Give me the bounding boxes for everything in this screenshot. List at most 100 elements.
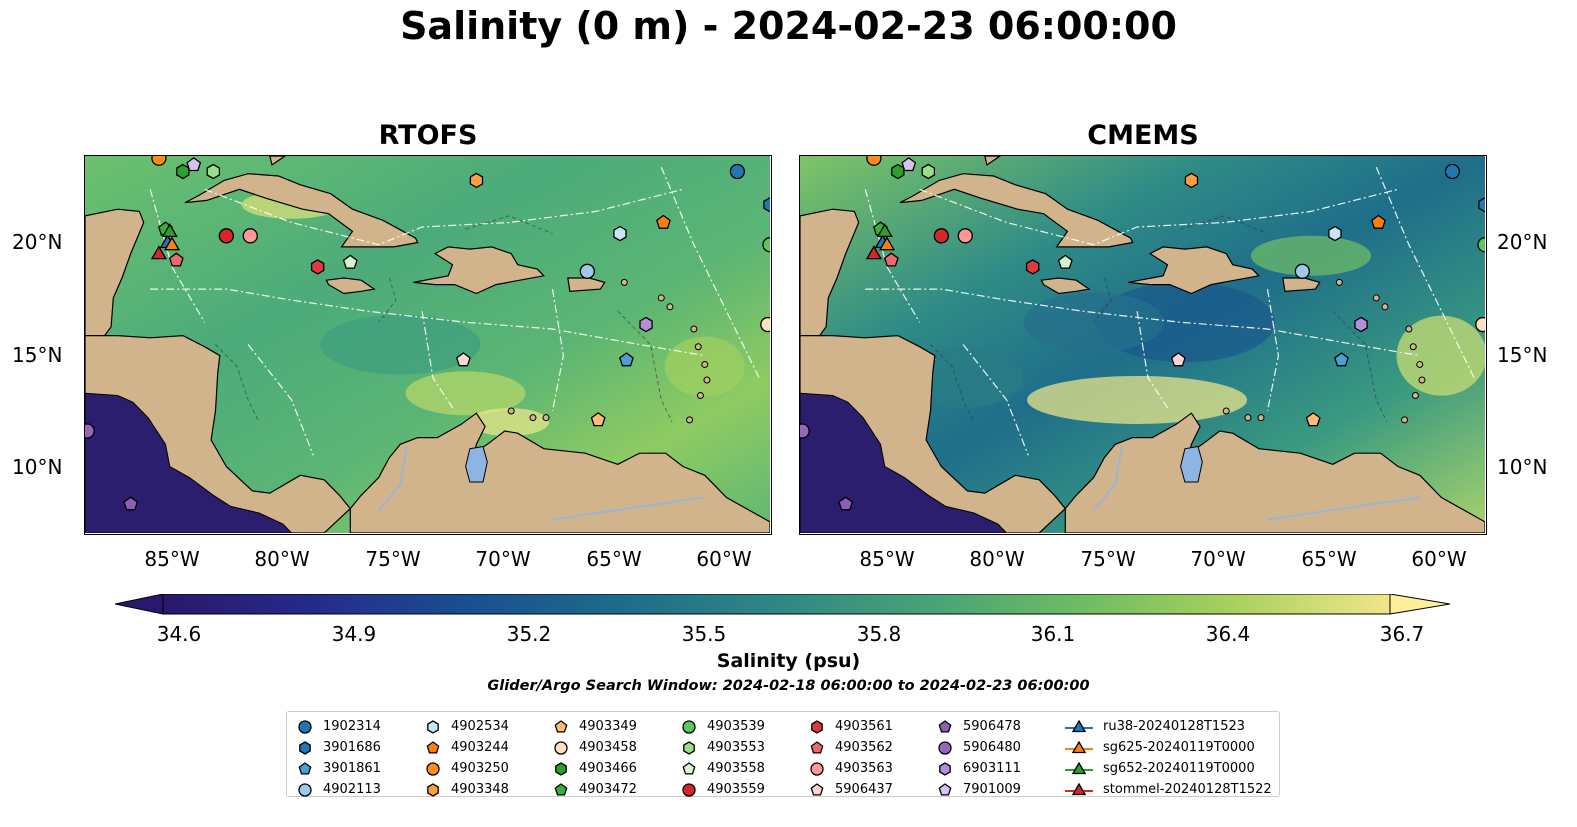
- legend-marker-icon: [299, 740, 311, 755]
- legend: 1902314 3901686 3901861 4902113 4902534 49032…: [286, 711, 1280, 797]
- float-4903562: [168, 252, 184, 267]
- legend-glider-marker: [1071, 761, 1087, 774]
- legend-item: 4903250: [425, 758, 509, 779]
- legend-float-marker: [682, 761, 696, 775]
- legend-item: 4903562: [809, 737, 893, 758]
- float-4903562: [883, 252, 899, 267]
- float-4903250: [151, 156, 167, 166]
- legend-item: sg625-20240119T0000: [1065, 737, 1272, 758]
- eez-boundary: [247, 344, 314, 456]
- search-window-caption: Glider/Argo Search Window: 2024-02-18 06…: [487, 678, 1090, 694]
- legend-float-marker: [682, 782, 696, 797]
- legend-item: stommel-20240128T1522: [1065, 779, 1272, 800]
- panel-title-cmems: CMEMS: [1087, 120, 1199, 151]
- glider-sg625-20240119T0000: [163, 236, 181, 251]
- eez-boundary: [149, 189, 206, 323]
- lon-label-70w-cmems: 70°W: [1190, 547, 1246, 571]
- lat-label-20n-right: 20°N: [1497, 230, 1548, 254]
- land-jamaica: [325, 277, 376, 295]
- eez-boundary: [864, 189, 921, 323]
- legend-label: 1902314: [323, 719, 381, 734]
- lon-label-75w-cmems: 75°W: [1080, 547, 1136, 571]
- eez-boundary: [1375, 166, 1475, 379]
- lat-label-15n-right: 15°N: [1497, 343, 1548, 367]
- legend-glider-marker: [1071, 740, 1087, 753]
- float-4903558: [342, 254, 358, 269]
- float-3901686: [1478, 197, 1485, 213]
- legend-item: 5906478: [937, 716, 1021, 737]
- legend-marker-icon: [554, 782, 568, 796]
- island: [1416, 360, 1424, 368]
- legend-item: 4903559: [681, 779, 765, 800]
- legend-label: 4903559: [707, 782, 765, 797]
- float-5906437: [455, 352, 471, 367]
- lon-label-60w-rtofs: 60°W: [696, 547, 752, 571]
- island: [1222, 407, 1230, 415]
- float-4903349: [1305, 412, 1321, 427]
- lat-label-20n-left: 20°N: [12, 230, 63, 254]
- island: [1418, 376, 1426, 384]
- colorbar-tick-35-5: 35.5: [681, 622, 727, 646]
- river: [1092, 446, 1123, 512]
- lon-label-85w-cmems: 85°W: [859, 547, 915, 571]
- legend-label: 4903553: [707, 740, 765, 755]
- island: [542, 414, 550, 422]
- legend-float-marker: [554, 740, 568, 755]
- float-3901861: [1334, 352, 1349, 367]
- bathymetry-contour: [1093, 277, 1112, 323]
- legend-marker-icon: [682, 782, 696, 797]
- land-florida-bahamas: [984, 156, 1002, 166]
- lon-label-80w-rtofs: 80°W: [254, 547, 310, 571]
- legend-column: 1902314 3901686 3901861 4902113: [297, 716, 381, 800]
- legend-item: 4903553: [681, 737, 765, 758]
- legend-item: 4902534: [425, 716, 509, 737]
- rtofs-salinity-map: [85, 156, 770, 533]
- cmems-map-panel[interactable]: [799, 155, 1487, 535]
- legend-marker-icon: [810, 782, 824, 796]
- glider-sg625-20240119T0000: [878, 236, 896, 251]
- legend-float-marker: [426, 740, 440, 754]
- legend-label: ru38-20240128T1523: [1103, 719, 1246, 734]
- legend-glider-marker: [1071, 782, 1087, 795]
- legend-column: ru38-20240128T1523 sg625-20240119T0000 sg6…: [1065, 716, 1272, 800]
- river: [377, 446, 408, 512]
- float-6903111: [639, 316, 653, 333]
- land-hispaniola: [413, 246, 546, 295]
- legend-marker-icon: [298, 782, 312, 797]
- colorbar-tick-34-6: 34.6: [156, 622, 202, 646]
- bathymetry-contour: [465, 215, 553, 235]
- island: [1257, 414, 1265, 422]
- float-4903349: [590, 412, 606, 427]
- float-5906480: [800, 423, 810, 439]
- island: [657, 294, 665, 302]
- legend-float-marker: [810, 761, 824, 776]
- float-3901686: [763, 197, 770, 213]
- lon-label-65w-cmems: 65°W: [1301, 547, 1357, 571]
- rtofs-map-panel[interactable]: [84, 155, 772, 535]
- island: [1381, 303, 1389, 311]
- legend-marker-icon: [1065, 719, 1093, 732]
- legend-marker-icon: [298, 761, 312, 775]
- legend-label: 7901009: [963, 782, 1021, 797]
- legend-item: 4903472: [553, 779, 637, 800]
- legend-item: 1902314: [297, 716, 381, 737]
- island: [620, 278, 628, 286]
- legend-float-marker: [938, 740, 952, 755]
- river: [1267, 496, 1420, 521]
- float-1902314: [729, 163, 746, 180]
- float-4903559: [933, 228, 949, 244]
- legend-float-marker: [427, 782, 439, 797]
- legend-marker-icon: [427, 719, 439, 734]
- float-4903561: [310, 259, 325, 275]
- island: [696, 392, 704, 400]
- legend-label: 4902113: [323, 782, 381, 797]
- eez-boundary: [1266, 289, 1280, 412]
- float-1902314: [1444, 163, 1461, 180]
- lat-label-10n-left: 10°N: [12, 455, 63, 479]
- legend-column: 5906478 5906480 6903111 7901009: [937, 716, 1021, 800]
- legend-marker-icon: [938, 782, 952, 796]
- float-5906478: [838, 496, 854, 511]
- land-cuba: [899, 173, 1134, 248]
- legend-marker-icon: [810, 740, 824, 754]
- legend-float-marker: [810, 740, 824, 754]
